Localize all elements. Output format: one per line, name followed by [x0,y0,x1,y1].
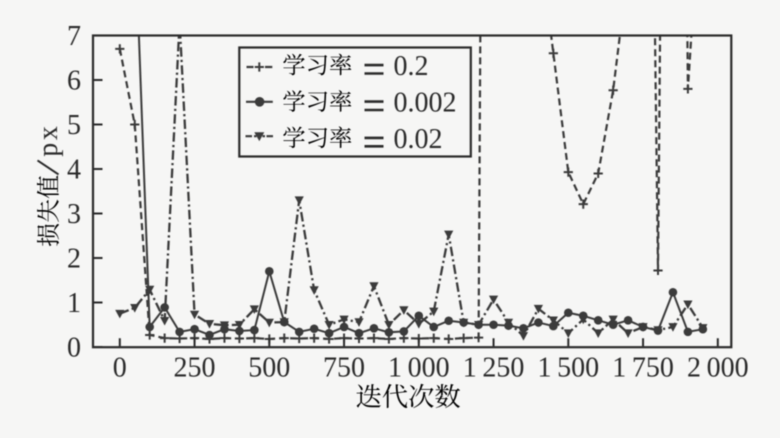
svg-text:1 250: 1 250 [463,353,525,384]
svg-text:1 500: 1 500 [537,353,599,384]
svg-text:0.2: 0.2 [394,51,429,82]
svg-text:750: 750 [323,353,365,384]
svg-text:6: 6 [67,66,81,97]
svg-text:1 000: 1 000 [388,353,450,384]
svg-text:3: 3 [67,199,81,230]
svg-text:2 000: 2 000 [687,353,749,384]
svg-text:1: 1 [67,288,81,319]
svg-text:x: x [33,126,64,140]
svg-text:p: p [33,143,64,157]
svg-text:0.02: 0.02 [394,124,443,155]
svg-text:0: 0 [67,333,81,364]
svg-text:7: 7 [67,21,81,52]
svg-text:500: 500 [248,353,290,384]
svg-text:1 750: 1 750 [612,353,674,384]
svg-text:5: 5 [67,110,81,141]
svg-text:0.002: 0.002 [394,88,457,119]
svg-text:0: 0 [113,353,127,384]
svg-text:4: 4 [67,155,81,186]
svg-text:250: 250 [174,353,216,384]
svg-text:2: 2 [67,244,81,275]
